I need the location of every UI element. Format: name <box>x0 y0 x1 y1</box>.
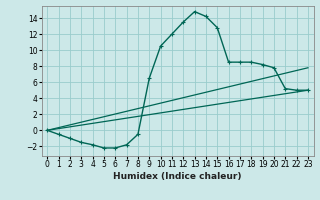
X-axis label: Humidex (Indice chaleur): Humidex (Indice chaleur) <box>113 172 242 181</box>
